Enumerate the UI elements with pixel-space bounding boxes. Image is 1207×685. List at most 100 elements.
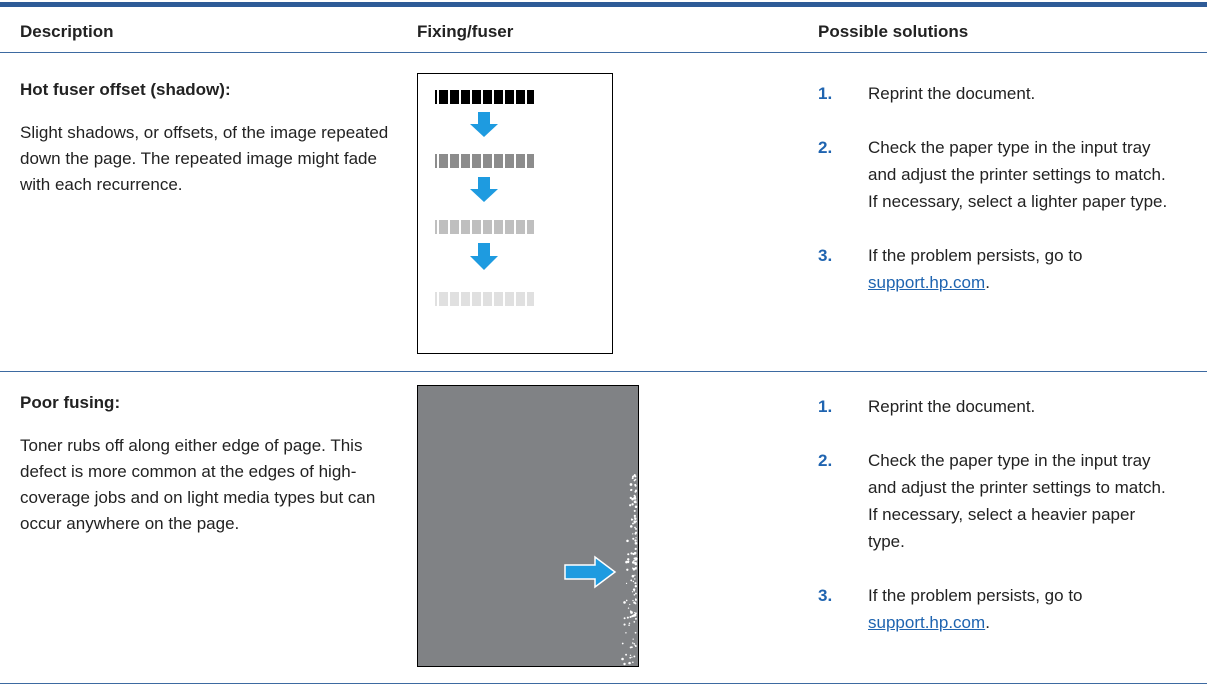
speck: [634, 582, 637, 585]
speck: [629, 656, 632, 659]
separator: [0, 371, 1207, 372]
speck: [634, 541, 638, 545]
speck: [633, 601, 636, 604]
speck: [634, 612, 636, 614]
row-title: Hot fuser offset (shadow):: [20, 80, 231, 99]
speck: [627, 558, 630, 561]
speck: [635, 527, 637, 530]
defect-image: [417, 385, 639, 667]
speck: [634, 547, 637, 551]
speck: [633, 509, 636, 512]
speck: [626, 616, 629, 619]
speck: [634, 578, 636, 580]
speck: [629, 496, 632, 499]
row-description: Poor fusing: Toner rubs off along either…: [20, 393, 400, 537]
speck: [628, 624, 630, 626]
step-number: 2.: [818, 138, 833, 157]
speck: [631, 503, 634, 506]
speck: [632, 537, 635, 540]
speck: [631, 477, 634, 480]
speck: [631, 615, 634, 618]
speck: [626, 539, 629, 543]
row-description: Hot fuser offset (shadow): Slight shadow…: [20, 80, 400, 198]
step-text: If the problem persists, go to: [868, 586, 1083, 605]
speck: [634, 598, 637, 600]
speck: [635, 537, 637, 539]
speck: [634, 501, 637, 504]
step-text: If the problem persists, go to: [868, 246, 1083, 265]
column-header: Fixing/fuser: [417, 22, 514, 41]
speck: [634, 612, 637, 615]
speck: [621, 657, 624, 661]
speck: [627, 553, 630, 556]
row-text: Slight shadows, or offsets, of the image…: [20, 123, 389, 194]
speck: [635, 559, 637, 562]
speck: [623, 601, 626, 604]
row-title: Poor fusing:: [20, 393, 121, 412]
step-text: Check the paper type in the input tray a…: [868, 451, 1166, 551]
speck: [633, 590, 635, 592]
speck: [634, 526, 636, 529]
speck: [634, 539, 637, 542]
speck: [631, 656, 633, 658]
speck: [631, 497, 634, 501]
speck: [633, 559, 635, 562]
speck: [634, 532, 637, 535]
speck: [630, 579, 633, 582]
speck: [630, 489, 632, 491]
speck: [634, 484, 637, 487]
speck: [628, 622, 631, 624]
speck: [626, 568, 629, 571]
step-number: 1.: [818, 84, 833, 103]
speck: [633, 642, 636, 645]
speck: [634, 645, 637, 647]
speck: [625, 560, 628, 564]
step-number: 3.: [818, 246, 833, 265]
defect-image: [417, 73, 613, 354]
punctuation: .: [985, 273, 990, 292]
speck: [634, 574, 636, 576]
speck: [634, 592, 637, 595]
speck: [633, 475, 635, 477]
speck: [632, 580, 635, 583]
speck: [623, 662, 626, 666]
speck: [629, 504, 632, 507]
speck: [627, 607, 630, 609]
support-link[interactable]: support.hp.com: [868, 613, 986, 632]
step-text: Reprint the document.: [868, 397, 1036, 416]
speck: [623, 623, 626, 626]
speck: [634, 491, 636, 493]
speck: [629, 646, 632, 649]
punctuation: .: [985, 613, 990, 632]
speck: [633, 497, 637, 500]
speck: [635, 617, 637, 620]
separator: [0, 683, 1207, 684]
column-header: Description: [20, 22, 114, 41]
speck: [634, 557, 638, 561]
top-bar: [0, 2, 1207, 7]
speck: [633, 655, 636, 658]
step-number: 1.: [818, 397, 833, 416]
speck: [634, 562, 637, 565]
column-header: Possible solutions: [818, 22, 969, 41]
speck: [632, 638, 634, 640]
speck: [632, 599, 634, 602]
speck: [634, 516, 636, 519]
speck: [631, 642, 634, 644]
support-link[interactable]: support.hp.com: [868, 273, 986, 292]
speck: [631, 591, 634, 593]
step-text: Reprint the document.: [868, 84, 1036, 103]
speck: [625, 599, 628, 602]
speck: [633, 620, 636, 623]
row-text: Toner rubs off along either edge of page…: [20, 436, 376, 533]
speck: [634, 505, 638, 509]
speck: [630, 611, 633, 614]
speck: [634, 585, 637, 588]
speck: [630, 518, 633, 521]
step-text: Check the paper type in the input tray a…: [868, 138, 1168, 211]
speck: [623, 617, 626, 620]
speck: [634, 517, 637, 520]
speck: [634, 631, 637, 634]
speck: [632, 533, 634, 535]
